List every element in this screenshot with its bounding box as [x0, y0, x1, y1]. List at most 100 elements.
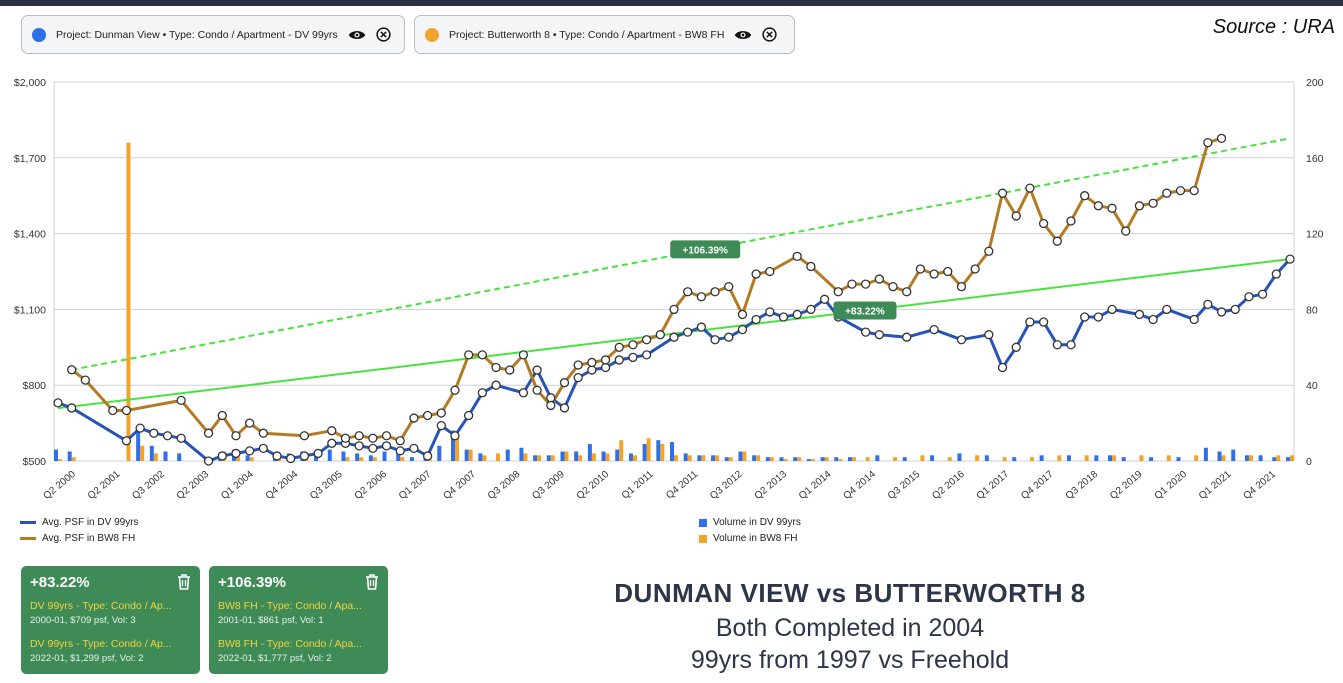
data-point-bw8 — [1162, 188, 1172, 198]
data-point-dv — [422, 451, 433, 461]
x-tick-label: Q2 2013 — [753, 469, 790, 502]
headline-tenure: 99yrs from 1997 vs Freehold — [690, 646, 1010, 674]
volume-bar-bw8 — [632, 455, 637, 461]
volume-bar-dv — [793, 457, 798, 461]
volume-bar-dv — [54, 449, 58, 461]
volume-bar-dv — [765, 457, 770, 461]
data-point-bw8 — [409, 413, 419, 423]
x-tick-label: Q3 2005 — [308, 469, 345, 502]
close-icon[interactable] — [762, 27, 778, 42]
y2-tick-label: 40 — [1306, 380, 1318, 392]
data-point-dv — [1052, 340, 1062, 350]
data-point-dv — [1230, 304, 1240, 315]
volume-bar-bw8 — [1276, 455, 1281, 461]
volume-bar-bw8 — [1166, 455, 1171, 461]
data-point-dv — [217, 451, 227, 461]
volume-bar-dv — [177, 453, 182, 461]
data-point-dv — [327, 438, 337, 448]
x-tick-label: Q1 2020 — [1153, 469, 1190, 502]
legend-item-psf-dv[interactable]: Avg. PSF in DV 99yrs — [20, 517, 139, 528]
legend-item-psf-bw8[interactable]: Avg. PSF in BW8 FH — [20, 533, 135, 544]
volume-bar-bw8 — [591, 453, 596, 461]
project-chip-dunman-view[interactable]: Project: Dunman View • Type: Condo / Apa… — [21, 15, 405, 54]
data-point-dv — [1216, 307, 1227, 317]
data-point-dv — [258, 443, 268, 454]
eye-icon[interactable] — [348, 29, 366, 41]
data-point-dv — [669, 332, 679, 342]
volume-bar-dv — [327, 449, 332, 461]
data-point-bw8 — [956, 282, 967, 292]
volume-bar-bw8 — [810, 459, 815, 461]
data-point-bw8 — [710, 287, 720, 297]
data-point-dv — [368, 443, 378, 454]
volume-bar-dv — [724, 457, 729, 461]
data-point-bw8 — [833, 287, 843, 297]
legend-bar-swatch — [699, 534, 707, 543]
data-point-dv — [902, 332, 912, 342]
data-point-bw8 — [67, 365, 77, 375]
data-point-bw8 — [943, 266, 953, 277]
x-tick-label: Q2 2001 — [86, 469, 123, 502]
data-point-bw8 — [628, 340, 638, 350]
data-point-bw8 — [847, 279, 857, 289]
data-point-bw8 — [1038, 218, 1049, 229]
data-point-dv — [518, 388, 529, 398]
trash-icon[interactable] — [177, 574, 191, 590]
data-point-bw8 — [381, 431, 392, 441]
volume-bar-bw8 — [783, 459, 788, 461]
volume-bar-dv — [834, 457, 839, 461]
volume-bar-bw8 — [674, 455, 678, 461]
volume-bar-dv — [820, 457, 825, 461]
volume-bar-dv — [314, 455, 319, 461]
legend-label: Volume in DV 99yrs — [713, 517, 801, 528]
x-tick-label: Q3 2008 — [486, 469, 523, 502]
volume-bar-bw8 — [454, 438, 459, 461]
eye-icon[interactable] — [734, 29, 752, 41]
legend-item-volume-bw8[interactable]: Volume in BW8 FH — [699, 533, 797, 544]
data-point-bw8 — [1148, 198, 1158, 208]
volume-bar-bw8 — [701, 455, 706, 461]
volume-bar-dv — [930, 455, 935, 461]
close-icon[interactable] — [376, 27, 391, 42]
y2-tick-label: 200 — [1306, 77, 1324, 89]
data-point-bw8 — [450, 385, 460, 395]
volume-bar-dv — [984, 455, 989, 461]
legend-line-swatch — [20, 521, 36, 524]
data-point-dv — [737, 324, 748, 335]
volume-bar-bw8 — [715, 455, 720, 461]
data-point-dv — [1189, 314, 1199, 325]
legend-item-volume-dv[interactable]: Volume in DV 99yrs — [699, 517, 801, 528]
data-point-bw8 — [121, 405, 132, 416]
data-point-bw8 — [1175, 185, 1186, 196]
legend-label: Avg. PSF in BW8 FH — [42, 533, 136, 544]
volume-bar-bw8 — [975, 455, 980, 461]
volume-bar-bw8 — [619, 440, 624, 461]
volume-bar-dv — [587, 443, 592, 461]
x-tick-label: Q2 2003 — [175, 469, 212, 502]
volume-bar-bw8 — [359, 457, 364, 461]
volume-bar-dv — [1217, 451, 1222, 461]
y2-tick-label: 120 — [1306, 229, 1324, 241]
data-point-dv — [614, 355, 624, 365]
data-point-bw8 — [258, 428, 268, 438]
data-point-dv — [1285, 254, 1295, 264]
legend-bar-swatch — [699, 518, 707, 527]
data-point-bw8 — [600, 355, 611, 365]
data-point-bw8 — [573, 360, 583, 370]
volume-bar-bw8 — [523, 453, 528, 461]
data-point-bw8 — [1107, 203, 1117, 213]
y2-tick-label: 0 — [1306, 456, 1312, 468]
volume-bar-bw8 — [1194, 455, 1199, 461]
volume-bar-dv — [656, 440, 661, 461]
data-point-dv — [860, 327, 871, 337]
volume-bar-bw8 — [1112, 455, 1117, 461]
x-tick-label: Q1 2004 — [219, 469, 256, 502]
data-point-bw8 — [874, 274, 884, 284]
trash-icon[interactable] — [365, 574, 379, 590]
data-point-dv — [559, 403, 570, 413]
project-chip-butterworth-8[interactable]: Project: Butterworth 8 • Type: Condo / A… — [414, 15, 795, 54]
volume-bar-dv — [1231, 449, 1236, 461]
data-point-bw8 — [641, 335, 652, 345]
volume-bar-bw8 — [140, 445, 145, 461]
